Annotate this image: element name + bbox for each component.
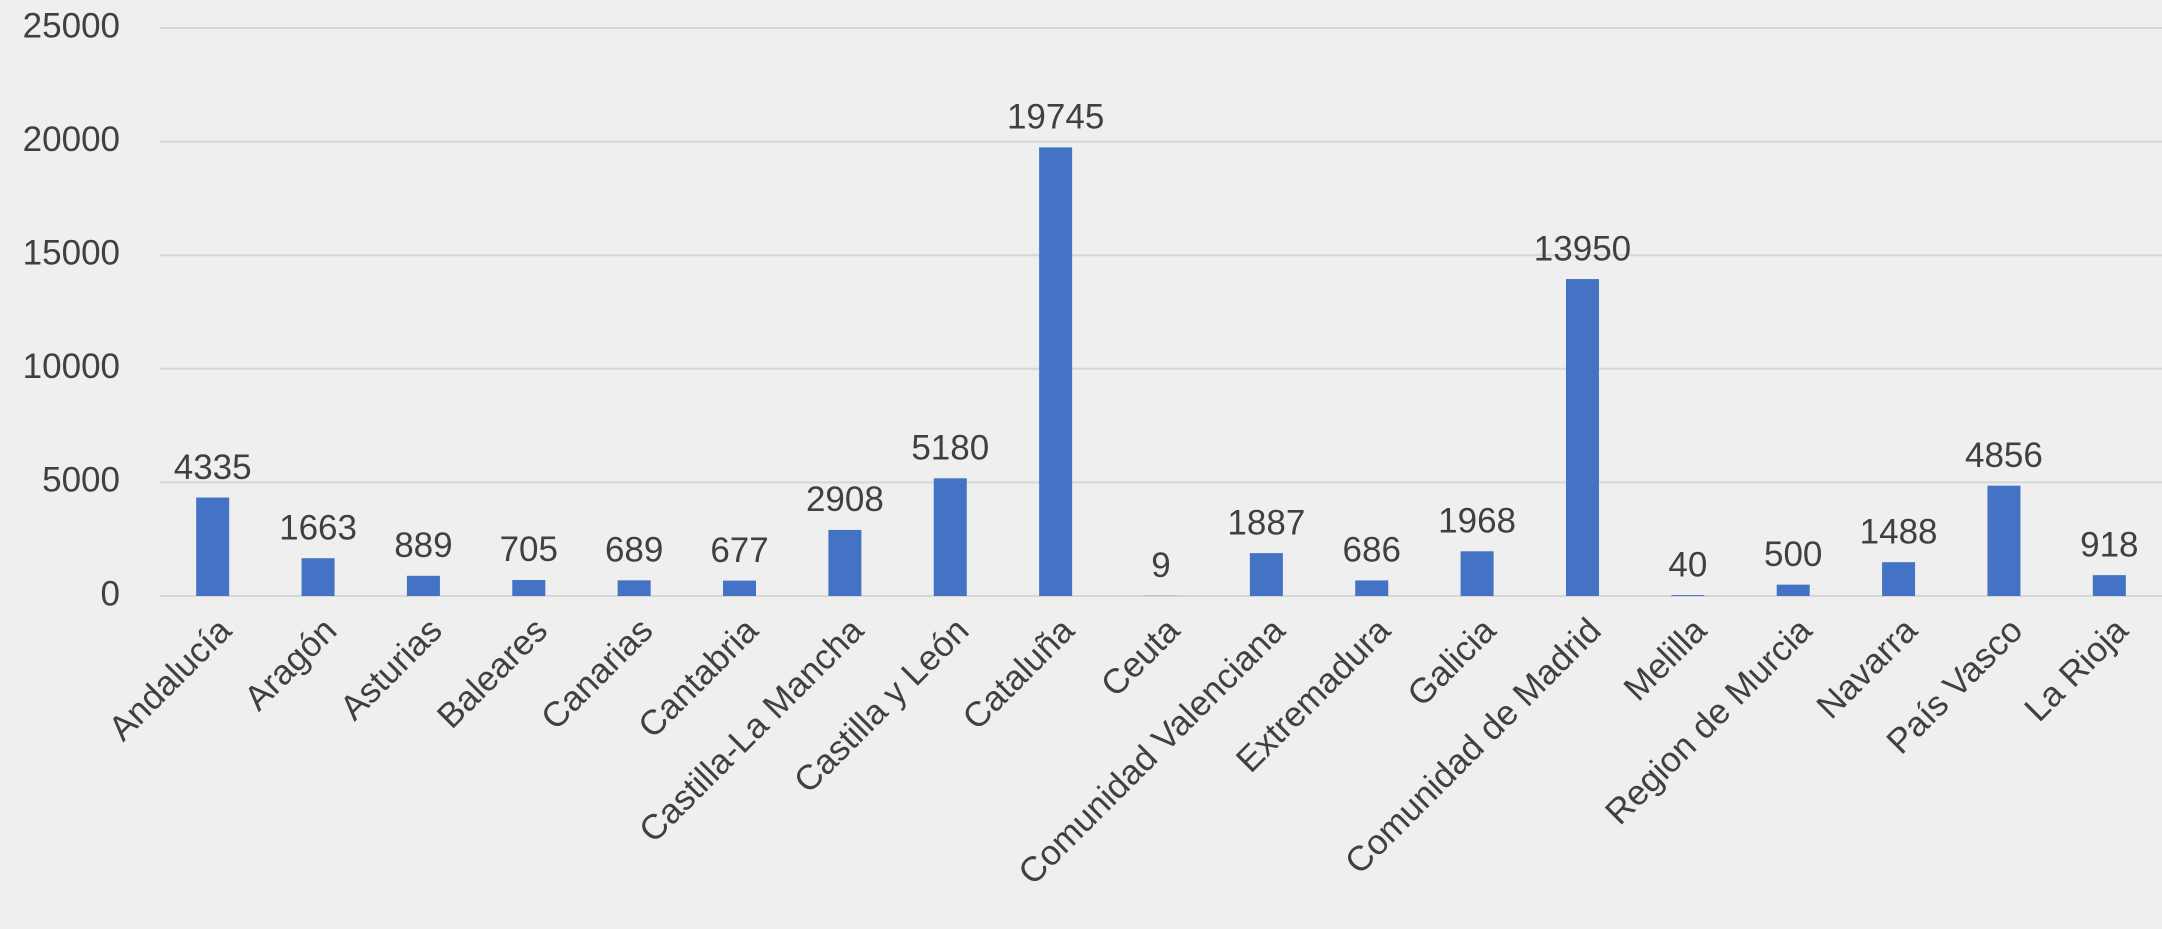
bar bbox=[1355, 580, 1389, 596]
data-label: 13950 bbox=[1534, 229, 1631, 268]
data-label: 9 bbox=[1151, 546, 1170, 585]
y-tick-label: 25000 bbox=[23, 6, 120, 45]
y-tick-label: 15000 bbox=[23, 233, 120, 272]
bar bbox=[617, 580, 651, 596]
data-label: 677 bbox=[710, 531, 768, 570]
data-label: 2908 bbox=[806, 480, 884, 519]
bar bbox=[2092, 575, 2126, 596]
x-tick-label: Cataluña bbox=[955, 610, 1082, 737]
x-tick-label: Region de Murcia bbox=[1598, 610, 1820, 832]
bar bbox=[1671, 595, 1705, 596]
data-label: 705 bbox=[500, 530, 558, 569]
bar bbox=[196, 497, 230, 596]
x-tick-label: Baleares bbox=[430, 611, 555, 736]
x-tick-label: La Rioja bbox=[2017, 610, 2136, 729]
data-label: 19745 bbox=[1007, 98, 1104, 137]
bar bbox=[512, 579, 546, 596]
data-label: 500 bbox=[1764, 535, 1822, 574]
x-tick-label: Melilla bbox=[1616, 610, 1714, 708]
bar bbox=[723, 580, 757, 596]
data-label: 1663 bbox=[279, 508, 357, 547]
x-tick-label: Andalucía bbox=[101, 610, 239, 748]
data-label: 1968 bbox=[1438, 502, 1516, 541]
bar bbox=[1776, 584, 1810, 596]
x-tick-label: Ceuta bbox=[1094, 610, 1188, 704]
bar bbox=[828, 529, 862, 596]
x-tick-label: Galicia bbox=[1400, 610, 1504, 714]
bar bbox=[1249, 553, 1283, 596]
y-tick-label: 20000 bbox=[23, 120, 120, 159]
data-label: 1887 bbox=[1227, 503, 1305, 542]
x-tick-label: Aragón bbox=[237, 611, 344, 718]
bar bbox=[1882, 562, 1916, 596]
bar bbox=[933, 478, 967, 596]
bar bbox=[301, 558, 335, 596]
bar bbox=[1565, 279, 1599, 596]
y-tick-label: 0 bbox=[101, 574, 120, 613]
data-label: 689 bbox=[605, 531, 663, 570]
data-label: 4856 bbox=[1965, 436, 2043, 475]
bar bbox=[1987, 485, 2021, 596]
bar bbox=[1460, 551, 1494, 596]
y-tick-label: 10000 bbox=[23, 347, 120, 386]
data-label: 5180 bbox=[911, 429, 989, 468]
data-label: 889 bbox=[394, 526, 452, 565]
bar bbox=[1039, 147, 1073, 596]
data-label: 686 bbox=[1343, 531, 1401, 570]
data-label: 918 bbox=[2080, 525, 2138, 564]
data-label: 1488 bbox=[1860, 512, 1938, 551]
data-label: 4335 bbox=[174, 448, 252, 487]
bar bbox=[406, 575, 440, 596]
y-tick-label: 5000 bbox=[42, 461, 120, 500]
data-label: 40 bbox=[1668, 545, 1707, 584]
